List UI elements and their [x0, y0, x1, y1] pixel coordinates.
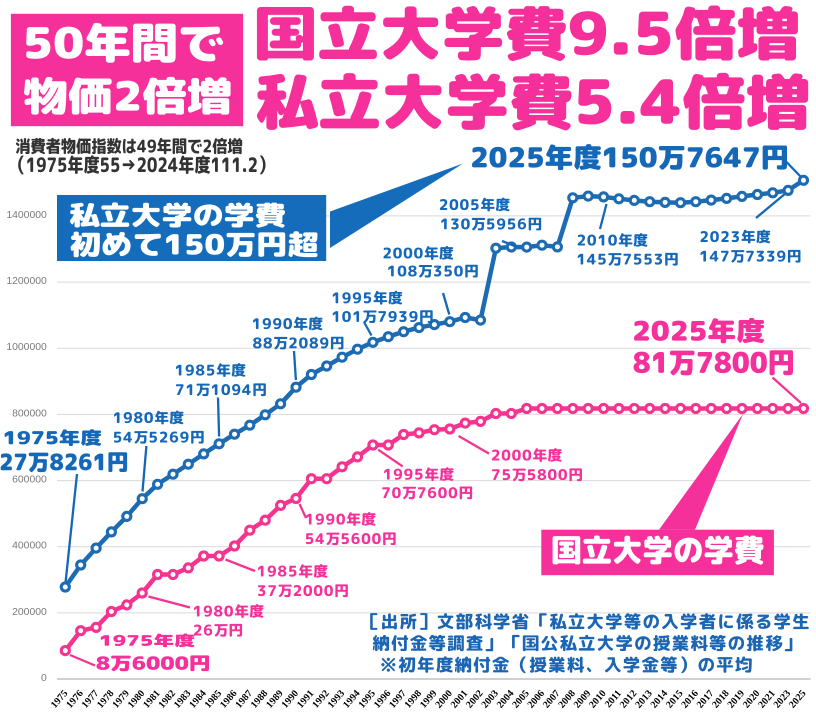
svg-text:1000000: 1000000	[6, 342, 47, 353]
svg-text:400000: 400000	[12, 541, 47, 552]
svg-text:200000: 200000	[12, 607, 47, 618]
svg-text:1400000: 1400000	[6, 210, 47, 221]
svg-text:600000: 600000	[12, 475, 47, 486]
svg-text:0: 0	[41, 673, 47, 684]
svg-text:1200000: 1200000	[6, 276, 47, 287]
svg-text:800000: 800000	[12, 408, 47, 419]
